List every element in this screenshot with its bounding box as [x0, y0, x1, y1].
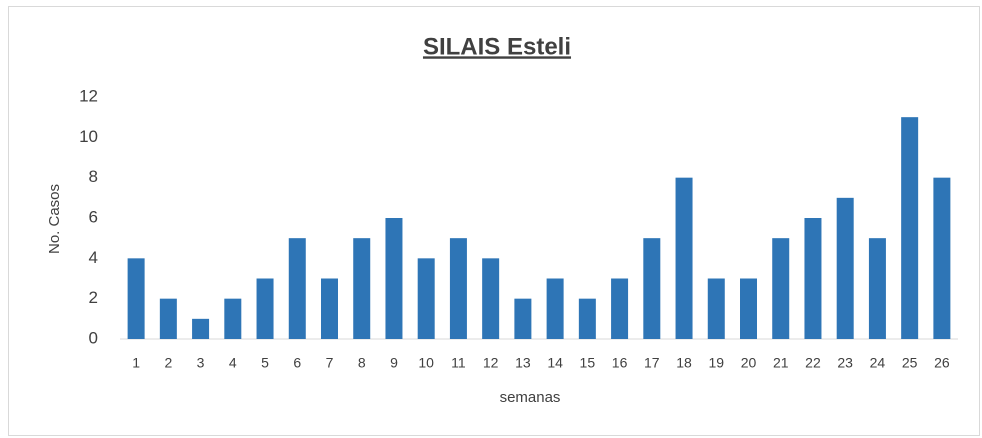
x-tick-label: 3 — [197, 355, 205, 371]
x-tick-label: 25 — [902, 355, 918, 371]
bar — [707, 278, 725, 339]
y-axis-label: No. Casos — [46, 184, 63, 254]
bar — [127, 258, 145, 339]
bar — [804, 218, 822, 339]
y-tick-label: 10 — [79, 127, 98, 146]
bar — [643, 238, 661, 339]
y-tick-label: 12 — [79, 86, 98, 105]
chart-frame — [8, 6, 980, 436]
y-tick-label: 6 — [89, 207, 98, 226]
bar — [288, 238, 306, 339]
x-tick-label: 1 — [132, 355, 140, 371]
x-tick-label: 5 — [261, 355, 269, 371]
bar — [159, 298, 177, 339]
x-tick-label: 13 — [515, 355, 531, 371]
x-tick-label: 18 — [676, 355, 692, 371]
x-tick-label: 17 — [644, 355, 660, 371]
x-tick-label: 2 — [164, 355, 172, 371]
bar — [385, 218, 403, 339]
x-tick-label: 6 — [293, 355, 301, 371]
bar — [901, 117, 919, 340]
x-tick-label: 19 — [708, 355, 724, 371]
x-tick-label: 26 — [934, 355, 950, 371]
x-tick-label: 10 — [418, 355, 434, 371]
x-axis-label: semanas — [500, 389, 561, 406]
x-tick-label: 23 — [837, 355, 853, 371]
x-tick-label: 7 — [326, 355, 334, 371]
bar — [417, 258, 435, 339]
bar — [933, 177, 951, 339]
bar — [578, 298, 596, 339]
bar — [514, 298, 532, 339]
x-tick-label: 9 — [390, 355, 398, 371]
x-tick-label: 15 — [580, 355, 596, 371]
bar — [256, 278, 274, 339]
x-tick-label: 21 — [773, 355, 789, 371]
y-tick-label: 8 — [89, 167, 98, 186]
bar — [353, 238, 371, 339]
y-tick-label: 4 — [89, 248, 98, 267]
y-tick-label: 0 — [89, 328, 98, 347]
bar — [321, 278, 338, 339]
bar — [482, 258, 500, 339]
x-tick-label: 8 — [358, 355, 366, 371]
bar — [192, 318, 210, 339]
x-tick-label: 4 — [229, 355, 237, 371]
x-tick-label: 22 — [805, 355, 821, 371]
bar — [772, 238, 790, 339]
x-tick-label: 12 — [483, 355, 499, 371]
bar — [224, 298, 242, 339]
bar — [868, 238, 886, 339]
x-tick-label: 11 — [451, 355, 466, 371]
x-tick-label: 16 — [612, 355, 628, 371]
x-tick-label: 20 — [741, 355, 757, 371]
x-tick-label: 14 — [547, 355, 563, 371]
bar — [836, 197, 854, 339]
x-tick-label: 24 — [870, 355, 886, 371]
bar — [675, 177, 693, 339]
bar — [740, 278, 757, 339]
bar — [546, 278, 564, 339]
bar — [611, 278, 629, 339]
bar — [449, 238, 467, 339]
y-tick-label: 2 — [89, 288, 98, 307]
chart-title: SILAIS Esteli — [423, 33, 571, 60]
